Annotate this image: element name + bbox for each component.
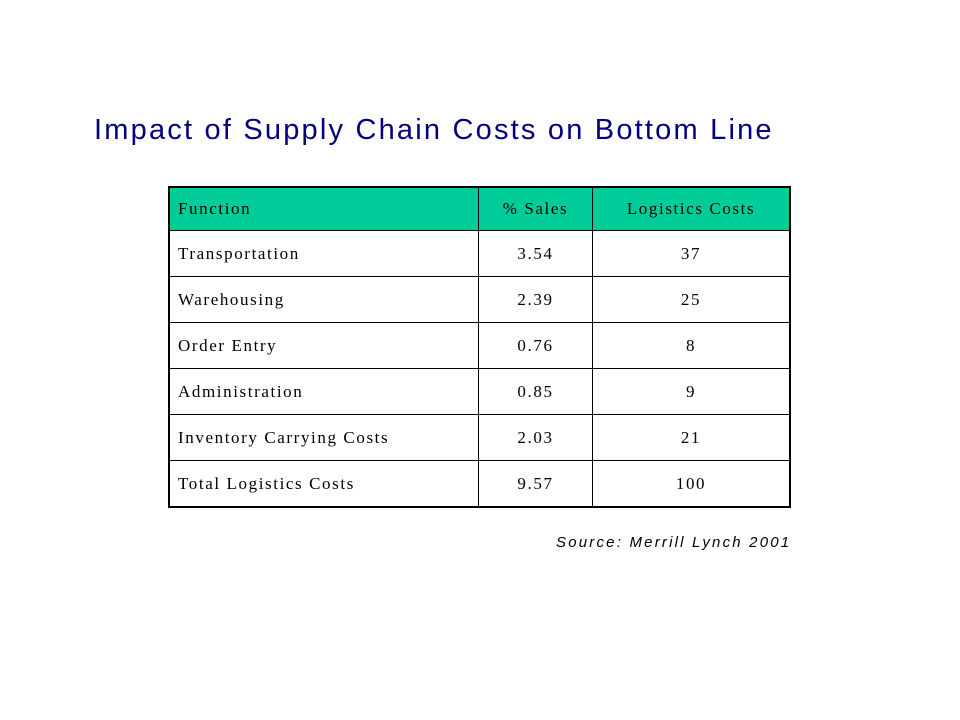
cell-logistics: 37 bbox=[592, 230, 791, 277]
cell-function: Inventory Carrying Costs bbox=[168, 414, 479, 461]
header-logistics: Logistics Costs bbox=[592, 186, 791, 231]
cell-sales: 9.57 bbox=[478, 460, 593, 508]
cell-logistics: 21 bbox=[592, 414, 791, 461]
cell-function: Order Entry bbox=[168, 322, 479, 369]
table-row: Transportation 3.54 37 bbox=[168, 230, 791, 277]
header-sales: % Sales bbox=[478, 186, 593, 231]
slide-title: Impact of Supply Chain Costs on Bottom L… bbox=[94, 114, 774, 146]
cell-logistics: 8 bbox=[592, 322, 791, 369]
cell-logistics: 25 bbox=[592, 276, 791, 323]
table-row-total: Total Logistics Costs 9.57 100 bbox=[168, 460, 791, 508]
cell-function: Transportation bbox=[168, 230, 479, 277]
cost-table-container: Function % Sales Logistics Costs Transpo… bbox=[168, 186, 791, 508]
cell-logistics: 100 bbox=[592, 460, 791, 508]
source-note: Source: Merrill Lynch 2001 bbox=[556, 534, 792, 551]
cell-function: Warehousing bbox=[168, 276, 479, 323]
table-row: Administration 0.85 9 bbox=[168, 368, 791, 415]
cell-sales: 3.54 bbox=[478, 230, 593, 277]
cost-table: Function % Sales Logistics Costs Transpo… bbox=[168, 186, 791, 508]
table-row: Warehousing 2.39 25 bbox=[168, 276, 791, 323]
cell-sales: 2.03 bbox=[478, 414, 593, 461]
cell-function: Administration bbox=[168, 368, 479, 415]
cell-sales: 0.85 bbox=[478, 368, 593, 415]
cell-sales: 2.39 bbox=[478, 276, 593, 323]
cell-function: Total Logistics Costs bbox=[168, 460, 479, 508]
cell-sales: 0.76 bbox=[478, 322, 593, 369]
header-function: Function bbox=[168, 186, 479, 231]
table-row: Order Entry 0.76 8 bbox=[168, 322, 791, 369]
table-header-row: Function % Sales Logistics Costs bbox=[168, 186, 791, 231]
table-row: Inventory Carrying Costs 2.03 21 bbox=[168, 414, 791, 461]
cell-logistics: 9 bbox=[592, 368, 791, 415]
